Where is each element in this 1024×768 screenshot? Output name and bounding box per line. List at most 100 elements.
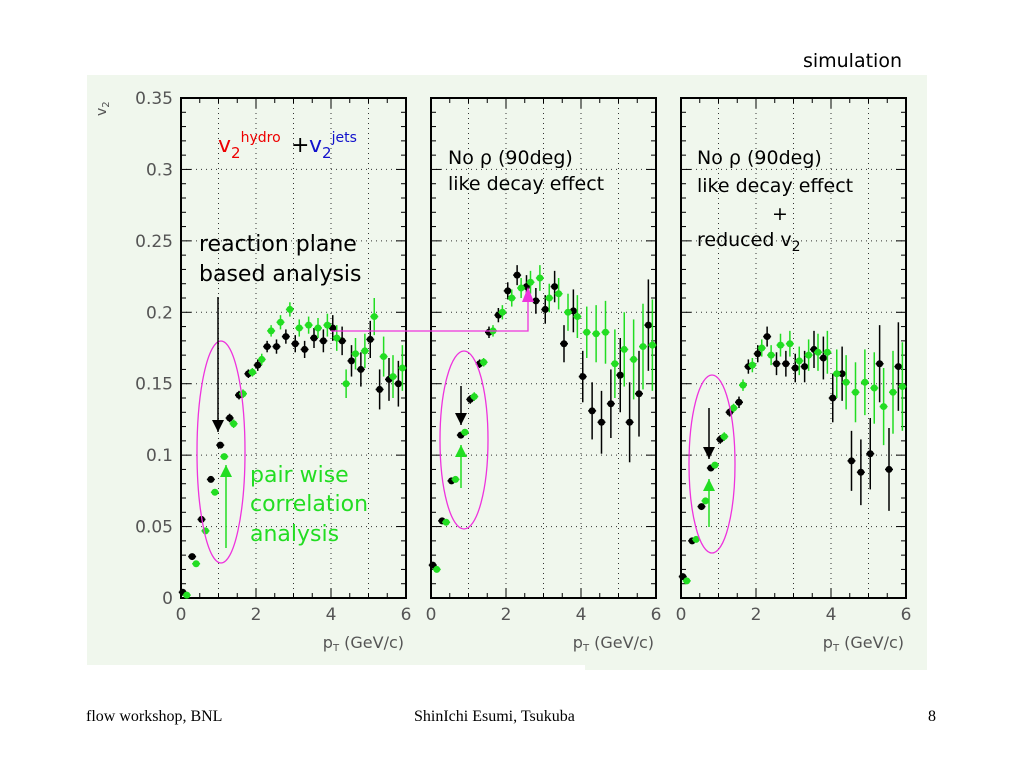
data-point-green	[898, 383, 906, 391]
data-point-black	[773, 360, 780, 368]
data-point-black	[579, 373, 587, 381]
data-point-green	[555, 290, 563, 298]
y-tick-label: 0.05	[135, 518, 173, 538]
data-point-black	[616, 371, 624, 379]
data-point-black	[819, 354, 827, 362]
data-point-green	[842, 378, 850, 386]
data-point-green	[192, 560, 200, 568]
data-point-green	[777, 341, 784, 349]
data-point-black	[263, 343, 271, 351]
data-point-black	[310, 334, 318, 342]
data-point-green	[861, 378, 869, 386]
footer-left: flow workshop, BNL	[86, 708, 223, 725]
data-point-green	[564, 308, 572, 316]
data-point-green	[480, 358, 488, 366]
data-point-green	[342, 380, 350, 388]
data-point-black	[782, 360, 790, 368]
panel-background-2	[430, 75, 590, 665]
data-point-green	[433, 565, 441, 573]
data-point-black	[504, 287, 512, 295]
data-point-black	[801, 363, 809, 371]
data-point-black	[338, 337, 346, 345]
data-point-black	[319, 337, 327, 345]
no-rho-panel3-line1: No ρ (90deg)	[697, 147, 822, 169]
data-point-green	[389, 373, 397, 381]
data-point-green	[305, 321, 313, 329]
data-point-black	[588, 407, 596, 415]
data-point-black	[848, 457, 855, 465]
data-point-green	[220, 453, 228, 461]
data-point-green	[498, 308, 506, 316]
green-arrow-panel2-head	[455, 445, 467, 457]
data-point-black	[607, 400, 615, 408]
data-point-green	[183, 591, 191, 599]
data-point-black	[866, 450, 874, 458]
data-point-green	[889, 388, 897, 396]
x-tick-label: 4	[326, 605, 337, 625]
data-point-green	[639, 343, 647, 351]
data-point-green	[620, 345, 628, 353]
data-point-black	[532, 297, 540, 305]
data-point-green	[739, 381, 747, 389]
y-tick-label: 0.3	[146, 160, 173, 180]
data-point-green	[230, 420, 238, 428]
v2-jets-label: v2jets	[309, 130, 357, 162]
x-tick-label: 6	[401, 605, 412, 625]
reaction-plane-text-line2: based analysis	[199, 262, 361, 287]
data-point-black	[885, 465, 893, 473]
data-point-green	[361, 347, 369, 355]
plus-label: +	[291, 133, 309, 158]
data-point-black	[376, 385, 384, 393]
data-point-green	[452, 475, 459, 483]
x-tick-label: 6	[901, 605, 912, 625]
data-point-black	[216, 441, 224, 449]
data-point-green	[380, 353, 388, 361]
data-point-green	[352, 350, 359, 358]
data-point-black	[791, 364, 799, 372]
data-point-green	[583, 328, 591, 336]
v2-hydro-label: v2hydro	[218, 130, 281, 162]
highlight-ellipse-panel3	[688, 374, 736, 554]
data-point-black	[754, 350, 762, 358]
data-point-black	[838, 370, 846, 378]
connector-arrow-head	[522, 287, 534, 302]
chart-panel-1: 0 2 4 6 0 0.05 0.1 0.15 0.2 0.25 0.3 0.35 v2 pT (GeV/…	[94, 89, 411, 654]
data-point-green	[758, 344, 766, 352]
chart-panel-2: 0 2 4 6 pT (GeV/c)	[426, 97, 661, 654]
data-point-green	[702, 497, 709, 505]
data-point-black	[626, 418, 634, 426]
data-point-green	[730, 404, 738, 412]
x-tick-label: 2	[251, 605, 262, 625]
data-point-green	[527, 278, 534, 286]
data-point-green	[461, 428, 469, 436]
data-point-green	[258, 355, 266, 363]
data-point-green	[795, 357, 803, 365]
data-point-green	[805, 351, 813, 359]
highlight-ellipse-panel2	[439, 350, 489, 530]
pair-wise-text-line2: correlation	[250, 492, 368, 517]
data-point-green	[517, 284, 525, 292]
reaction-plane-text-line1: reaction plane	[199, 232, 357, 257]
data-point-green	[880, 403, 888, 411]
data-point-green	[823, 348, 831, 356]
black-arrow-panel1-head	[212, 420, 224, 432]
y-tick-label: 0.25	[135, 232, 173, 252]
data-point-green	[295, 324, 303, 332]
pair-wise-text-line1: pair wise	[250, 463, 349, 488]
simulation-label: simulation	[802, 50, 902, 72]
x-tick-label: 4	[576, 605, 587, 625]
data-point-green	[442, 518, 450, 526]
data-point-green	[211, 488, 219, 496]
data-point-black	[329, 324, 337, 332]
data-point-black	[541, 305, 549, 313]
data-point-black	[598, 418, 605, 426]
x-tick-label: 4	[826, 605, 837, 625]
data-point-black	[366, 335, 374, 343]
y-tick-label: 0.2	[146, 303, 173, 323]
data-point-green	[508, 294, 516, 302]
x-axis-label: pT (GeV/c)	[573, 633, 654, 654]
data-point-black	[763, 333, 771, 341]
connector-line	[331, 291, 529, 332]
